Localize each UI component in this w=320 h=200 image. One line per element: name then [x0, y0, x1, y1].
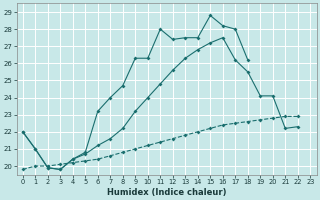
X-axis label: Humidex (Indice chaleur): Humidex (Indice chaleur): [107, 188, 226, 197]
